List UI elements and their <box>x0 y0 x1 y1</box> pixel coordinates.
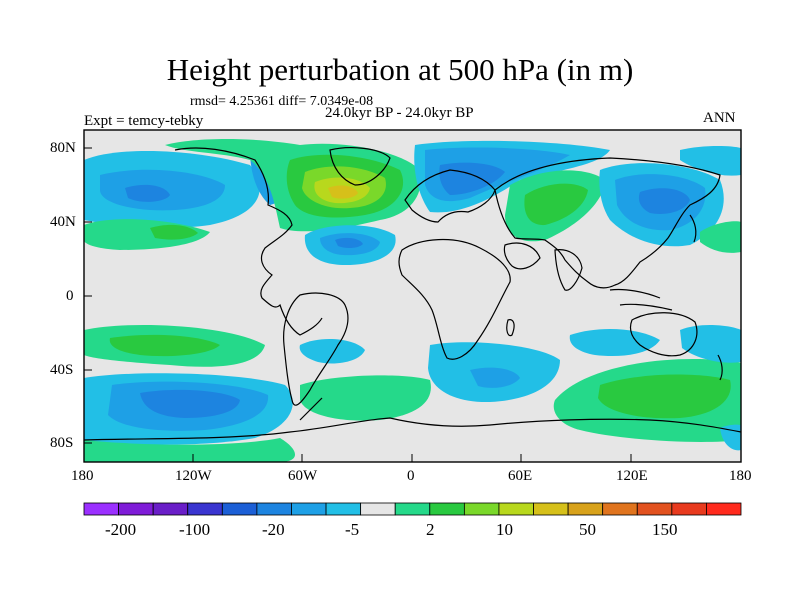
lon-label-180w: 180 <box>71 468 94 484</box>
lon-label-120w: 120W <box>175 468 212 484</box>
coast-new-zealand <box>717 354 723 381</box>
coast-europe <box>404 169 496 223</box>
colorbar-label-10: 10 <box>496 520 513 539</box>
lat-label-40s: 40S <box>50 362 74 378</box>
coast-asia <box>494 157 721 289</box>
contour-south-atlantic-green <box>300 375 431 421</box>
lat-label-80s: 80S <box>50 435 74 451</box>
contour-south-africa-blue-2 <box>470 367 520 388</box>
colorbar-label-2: 2 <box>426 520 435 539</box>
experiment-label: Expt = temcy-tebky <box>84 113 204 129</box>
lon-label-60e: 60E <box>508 468 533 484</box>
map-title: Height perturbation at 500 hPa (in m) <box>166 52 634 87</box>
colorbar-swatch <box>394 502 431 516</box>
lat-label-40n: 40N <box>50 214 76 230</box>
lon-label-120e: 120E <box>616 468 648 484</box>
coast-antarctica <box>84 417 741 441</box>
colorbar <box>83 502 742 516</box>
colorbar-swatch <box>429 502 465 516</box>
coast-africa <box>398 239 511 360</box>
colorbar-label-150: 150 <box>652 520 678 539</box>
coast-madagascar <box>506 319 515 337</box>
contour-tasman-blue <box>680 325 741 363</box>
colorbar-swatch <box>533 502 569 516</box>
coast-australia <box>629 312 698 357</box>
lat-label-80n: 80N <box>50 140 76 156</box>
contour-australia-blue <box>569 328 660 357</box>
colorbar-swatch <box>118 502 154 516</box>
contour-nh-pacific-core2 <box>125 184 170 202</box>
contour-central-asia-2 <box>524 183 588 226</box>
colorbar-swatch <box>636 502 673 516</box>
contour-s-pacific-green-2 <box>109 334 220 357</box>
colorbar-swatch <box>706 502 742 516</box>
coast-antarctic-peninsula <box>299 397 323 421</box>
period-label: 24.0kyr BP - 24.0kyr BP <box>325 105 474 121</box>
coast-indonesia <box>609 288 673 311</box>
colorbar-swatch <box>291 502 327 516</box>
contour-nw-green-2 <box>150 224 198 240</box>
colorbar-swatch <box>187 502 223 516</box>
colorbar-label-neg20: -20 <box>262 520 285 539</box>
colorbar-swatch <box>83 502 119 516</box>
colorbar-swatch <box>256 502 292 516</box>
coast-arabia <box>503 242 541 270</box>
colorbar-swatch <box>498 502 534 516</box>
colorbar-swatch <box>671 502 707 516</box>
season-label: ANN <box>703 110 736 126</box>
colorbar-swatch <box>325 502 362 516</box>
contour-n-atlantic-5 <box>328 185 358 199</box>
lon-label-180e: 180 <box>729 468 752 484</box>
coast-greenland <box>329 147 391 186</box>
contour-s-atlantic-blue <box>299 338 365 364</box>
contour-indian-ocean-green-2 <box>598 374 731 419</box>
axis-ticks <box>83 147 742 462</box>
contour-arctic-e <box>680 145 741 176</box>
stats-label: rmsd= 4.25361 diff= 7.0349e-08 <box>190 94 374 109</box>
colorbar-swatch <box>602 502 638 516</box>
contour-fields <box>84 138 741 462</box>
contour-s-pacific-neg-3 <box>140 389 240 418</box>
coast-south-america <box>283 292 349 406</box>
coast-japan <box>689 214 697 243</box>
coast-north-america <box>174 147 323 336</box>
coastlines <box>84 147 741 441</box>
coast-india <box>554 249 583 291</box>
colorbar-swatch <box>152 502 189 516</box>
lon-label-0: 0 <box>407 468 415 484</box>
contour-ne-pacific-green <box>700 221 741 253</box>
colorbar-label-neg5: -5 <box>345 520 360 539</box>
contour-s-pacific-green-low <box>84 438 295 462</box>
colorbar-label-neg200: -200 <box>105 520 137 539</box>
colorbar-swatch <box>567 502 604 516</box>
colorbar-swatch <box>360 502 396 516</box>
contour-mid-atlantic-core2 <box>335 237 363 249</box>
colorbar-swatch <box>221 502 258 516</box>
colorbar-swatch <box>463 502 500 516</box>
colorbar-label-neg100: -100 <box>179 520 211 539</box>
lon-label-60w: 60W <box>288 468 318 484</box>
colorbar-label-50: 50 <box>579 520 596 539</box>
contour-ne-asia-3 <box>638 188 690 214</box>
lat-label-0: 0 <box>66 288 74 304</box>
